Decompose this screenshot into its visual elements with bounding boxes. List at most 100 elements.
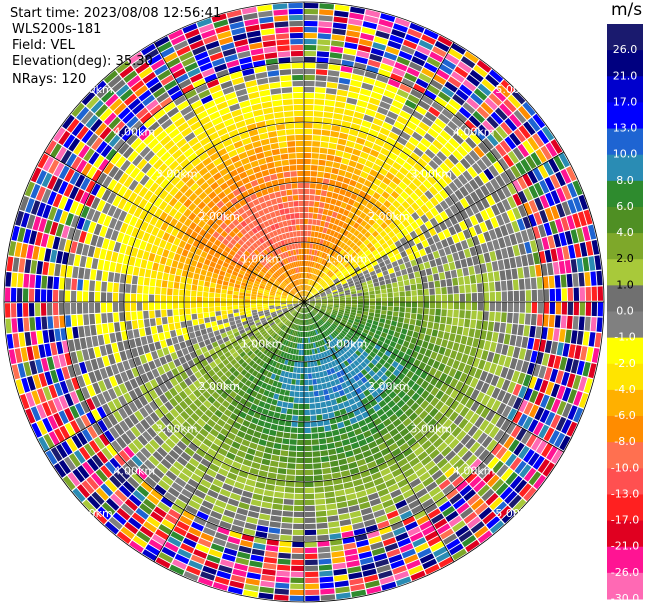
velocity-gate [459, 186, 469, 197]
velocity-gate [409, 115, 421, 126]
velocity-gate [509, 257, 517, 269]
velocity-gate [427, 274, 434, 282]
velocity-gate [215, 378, 224, 387]
velocity-gate [403, 317, 410, 324]
velocity-gate [344, 42, 358, 50]
velocity-gate [483, 453, 495, 466]
velocity-gate [344, 326, 350, 331]
velocity-gate [562, 387, 572, 402]
velocity-gate [346, 239, 353, 246]
velocity-gate [269, 521, 281, 528]
velocity-gate [130, 426, 141, 438]
velocity-gate [489, 341, 497, 353]
velocity-gate [359, 354, 366, 361]
velocity-gate [149, 389, 159, 400]
velocity-gate [337, 402, 345, 410]
velocity-gate [399, 166, 409, 176]
velocity-gate [169, 465, 181, 477]
velocity-gate [339, 303, 346, 307]
velocity-gate [421, 455, 432, 466]
velocity-gate [391, 235, 399, 243]
velocity-gate [346, 97, 358, 105]
velocity-gate [355, 137, 366, 145]
velocity-gate [151, 368, 160, 378]
velocity-gate [324, 221, 330, 228]
velocity-gate [322, 324, 328, 330]
velocity-gate [176, 246, 184, 255]
velocity-gate [325, 94, 336, 101]
velocity-gate [18, 258, 26, 273]
velocity-gate [367, 210, 375, 218]
velocity-gate [381, 191, 390, 200]
velocity-gate [307, 306, 312, 311]
velocity-gate [333, 345, 339, 352]
velocity-gate [304, 391, 309, 398]
velocity-gate [294, 318, 298, 324]
velocity-gate [286, 314, 292, 319]
velocity-gate [313, 291, 318, 295]
velocity-gate [299, 397, 304, 404]
velocity-gate [384, 209, 393, 217]
velocity-gate [351, 304, 358, 308]
velocity-gate [321, 407, 328, 414]
velocity-gate [273, 442, 282, 450]
velocity-gate [541, 263, 548, 276]
velocity-gate [263, 348, 269, 355]
velocity-gate [304, 98, 314, 105]
velocity-gate [483, 361, 492, 372]
velocity-gate [375, 437, 385, 446]
velocity-gate [301, 349, 304, 356]
velocity-gate [304, 469, 314, 476]
velocity-gate [326, 503, 337, 510]
velocity-gate [512, 244, 521, 257]
velocity-gate [188, 442, 199, 452]
velocity-gate [435, 496, 449, 507]
velocity-gate [442, 58, 457, 70]
velocity-gate [554, 432, 566, 448]
velocity-gate [287, 378, 292, 385]
velocity-gate [410, 570, 426, 581]
velocity-gate [475, 212, 484, 224]
velocity-gate [404, 72, 418, 83]
velocity-gate [472, 428, 483, 441]
velocity-gate [508, 494, 522, 509]
velocity-gate [308, 295, 313, 299]
velocity-gate [392, 418, 402, 428]
velocity-gate [509, 357, 518, 370]
velocity-gate [331, 243, 337, 250]
velocity-gate [573, 302, 580, 316]
velocity-gate [304, 182, 310, 189]
velocity-gate [335, 416, 343, 423]
velocity-gate [421, 94, 434, 106]
velocity-gate [496, 201, 506, 214]
velocity-gate [448, 98, 462, 111]
velocity-gate [314, 256, 319, 263]
velocity-gate [393, 292, 399, 297]
velocity-gate [469, 441, 481, 454]
velocity-gate [359, 384, 367, 392]
velocity-gate [402, 104, 414, 115]
velocity-gate [279, 323, 284, 329]
velocity-gate [146, 335, 154, 344]
velocity-gate [427, 508, 441, 519]
velocity-gate [409, 152, 420, 162]
velocity-gate [143, 521, 157, 533]
velocity-gate [489, 363, 498, 374]
velocity-gate [290, 433, 298, 439]
velocity-gate [255, 372, 262, 380]
velocity-gate [424, 503, 438, 514]
velocity-gate [315, 304, 321, 307]
velocity-gate [321, 339, 326, 345]
velocity-gate [65, 315, 72, 327]
velocity-gate [330, 257, 336, 264]
velocity-gate [106, 443, 118, 457]
velocity-gate [423, 364, 432, 374]
velocity-gate [285, 481, 295, 487]
velocity-gate [348, 18, 363, 26]
velocity-gate [282, 339, 287, 346]
velocity-gate [412, 83, 426, 94]
velocity-gate [313, 469, 323, 475]
velocity-gate [320, 318, 325, 324]
velocity-gate [376, 378, 384, 386]
velocity-gate [348, 461, 358, 470]
